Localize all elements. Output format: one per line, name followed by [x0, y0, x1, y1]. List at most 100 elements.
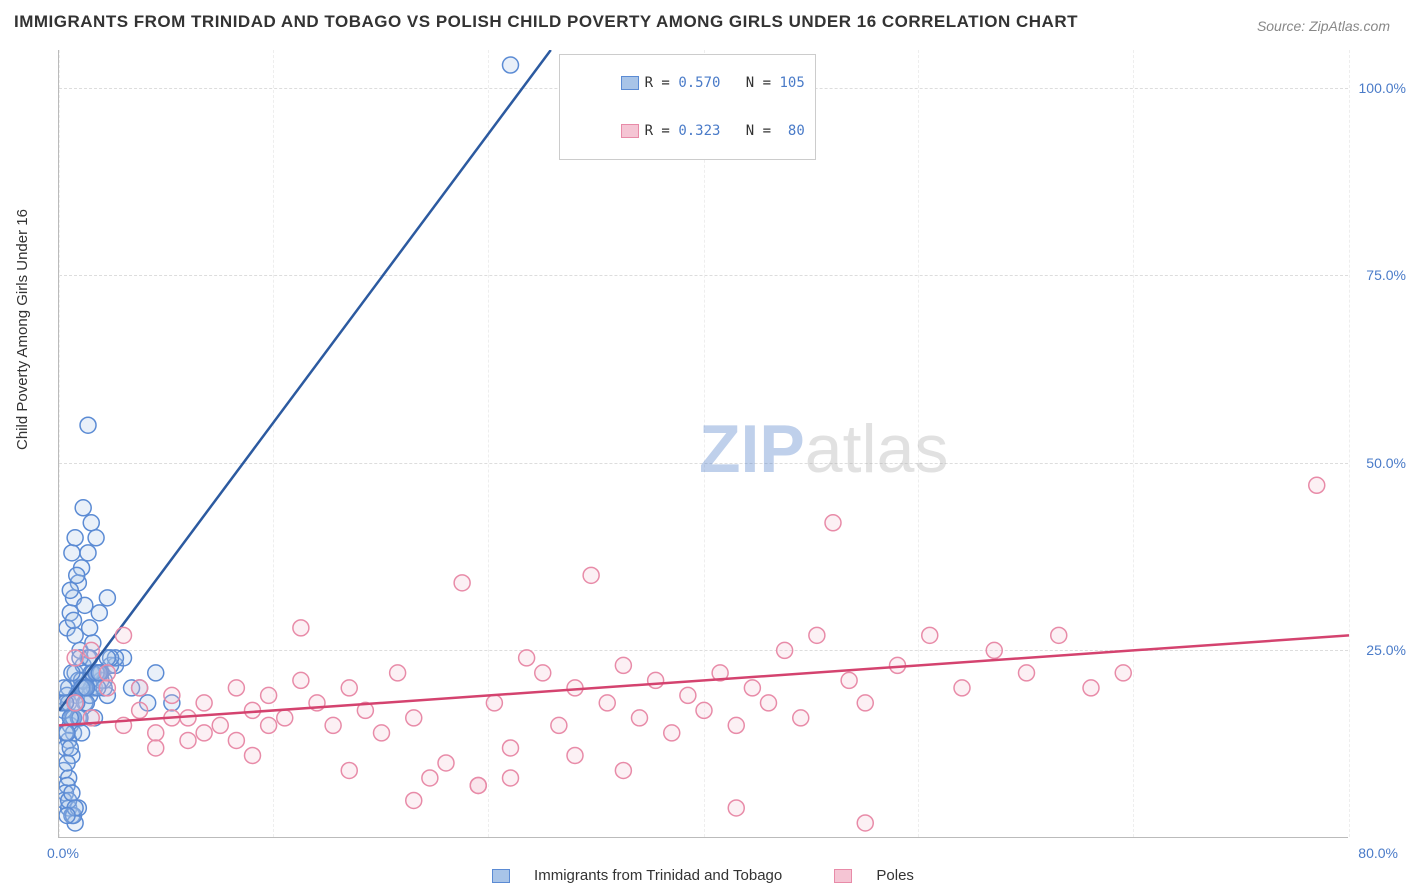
data-point: [132, 680, 148, 696]
data-point: [809, 627, 825, 643]
data-point: [1309, 477, 1325, 493]
data-point: [503, 770, 519, 786]
data-point: [82, 620, 98, 636]
data-point: [954, 680, 970, 696]
data-point: [67, 627, 83, 643]
data-point: [841, 672, 857, 688]
data-point: [59, 755, 75, 771]
data-point: [59, 680, 72, 696]
data-point: [91, 605, 107, 621]
data-point: [567, 747, 583, 763]
legend-row-2: R = 0.323 N = 80: [570, 107, 805, 155]
data-point: [341, 680, 357, 696]
data-point: [261, 717, 277, 733]
data-point: [212, 717, 228, 733]
data-point: [59, 807, 75, 823]
data-point: [390, 665, 406, 681]
chart-title: IMMIGRANTS FROM TRINIDAD AND TOBAGO VS P…: [14, 12, 1078, 32]
data-point: [615, 762, 631, 778]
data-point: [632, 710, 648, 726]
data-point: [1115, 665, 1131, 681]
data-point: [470, 777, 486, 793]
data-point: [99, 680, 115, 696]
data-point: [825, 515, 841, 531]
data-point: [744, 680, 760, 696]
data-point: [62, 740, 78, 756]
data-point: [74, 725, 90, 741]
data-point: [1051, 627, 1067, 643]
data-point: [438, 755, 454, 771]
y-tick-label: 25.0%: [1352, 642, 1406, 658]
data-point: [148, 725, 164, 741]
data-point: [180, 732, 196, 748]
data-point: [83, 515, 99, 531]
data-point: [454, 575, 470, 591]
y-tick-label: 50.0%: [1352, 455, 1406, 471]
data-point: [422, 770, 438, 786]
data-point: [503, 57, 519, 73]
data-point: [696, 702, 712, 718]
data-point: [325, 717, 341, 733]
data-point: [535, 665, 551, 681]
data-point: [293, 672, 309, 688]
data-point: [99, 590, 115, 606]
data-point: [341, 762, 357, 778]
data-point: [196, 725, 212, 741]
data-point: [293, 620, 309, 636]
correlation-legend: R = 0.570 N = 105 R = 0.323 N = 80: [559, 54, 816, 160]
swatch-series-1-bottom: [492, 869, 510, 883]
legend-label-1: Immigrants from Trinidad and Tobago: [534, 867, 782, 884]
swatch-series-1: [621, 76, 639, 90]
data-point: [64, 545, 80, 561]
data-point: [374, 725, 390, 741]
data-point: [116, 627, 132, 643]
data-point: [728, 717, 744, 733]
data-point: [132, 702, 148, 718]
x-tick-label: 0.0%: [47, 845, 79, 861]
data-point: [75, 500, 91, 516]
data-point: [77, 597, 93, 613]
data-point: [67, 650, 83, 666]
legend-label-2: Poles: [876, 867, 914, 884]
data-point: [62, 582, 78, 598]
data-point: [245, 747, 261, 763]
data-point: [164, 687, 180, 703]
bottom-legend: Immigrants from Trinidad and Tobago Pole…: [0, 867, 1406, 884]
data-point: [503, 740, 519, 756]
data-point: [59, 725, 75, 741]
data-point: [277, 710, 293, 726]
data-point: [793, 710, 809, 726]
data-point: [64, 785, 80, 801]
source-attribution: Source: ZipAtlas.com: [1257, 18, 1390, 34]
data-point: [196, 695, 212, 711]
data-point: [761, 695, 777, 711]
y-tick-label: 100.0%: [1352, 80, 1406, 96]
data-point: [88, 530, 104, 546]
data-point: [1019, 665, 1035, 681]
data-point: [66, 612, 82, 628]
data-point: [83, 642, 99, 658]
data-point: [80, 417, 96, 433]
data-point: [777, 642, 793, 658]
data-point: [406, 710, 422, 726]
data-point: [67, 695, 83, 711]
data-point: [67, 530, 83, 546]
data-point: [551, 717, 567, 733]
data-point: [599, 695, 615, 711]
trend-line: [59, 50, 551, 710]
data-point: [69, 567, 85, 583]
data-point: [406, 792, 422, 808]
data-point: [648, 672, 664, 688]
data-point: [80, 545, 96, 561]
data-point: [986, 642, 1002, 658]
data-point: [680, 687, 696, 703]
data-point: [148, 665, 164, 681]
data-point: [99, 665, 115, 681]
data-point: [228, 732, 244, 748]
data-point: [486, 695, 502, 711]
data-point: [64, 665, 80, 681]
x-tick-label: 80.0%: [1358, 845, 1398, 861]
swatch-series-2: [621, 124, 639, 138]
data-point: [664, 725, 680, 741]
data-point: [857, 695, 873, 711]
